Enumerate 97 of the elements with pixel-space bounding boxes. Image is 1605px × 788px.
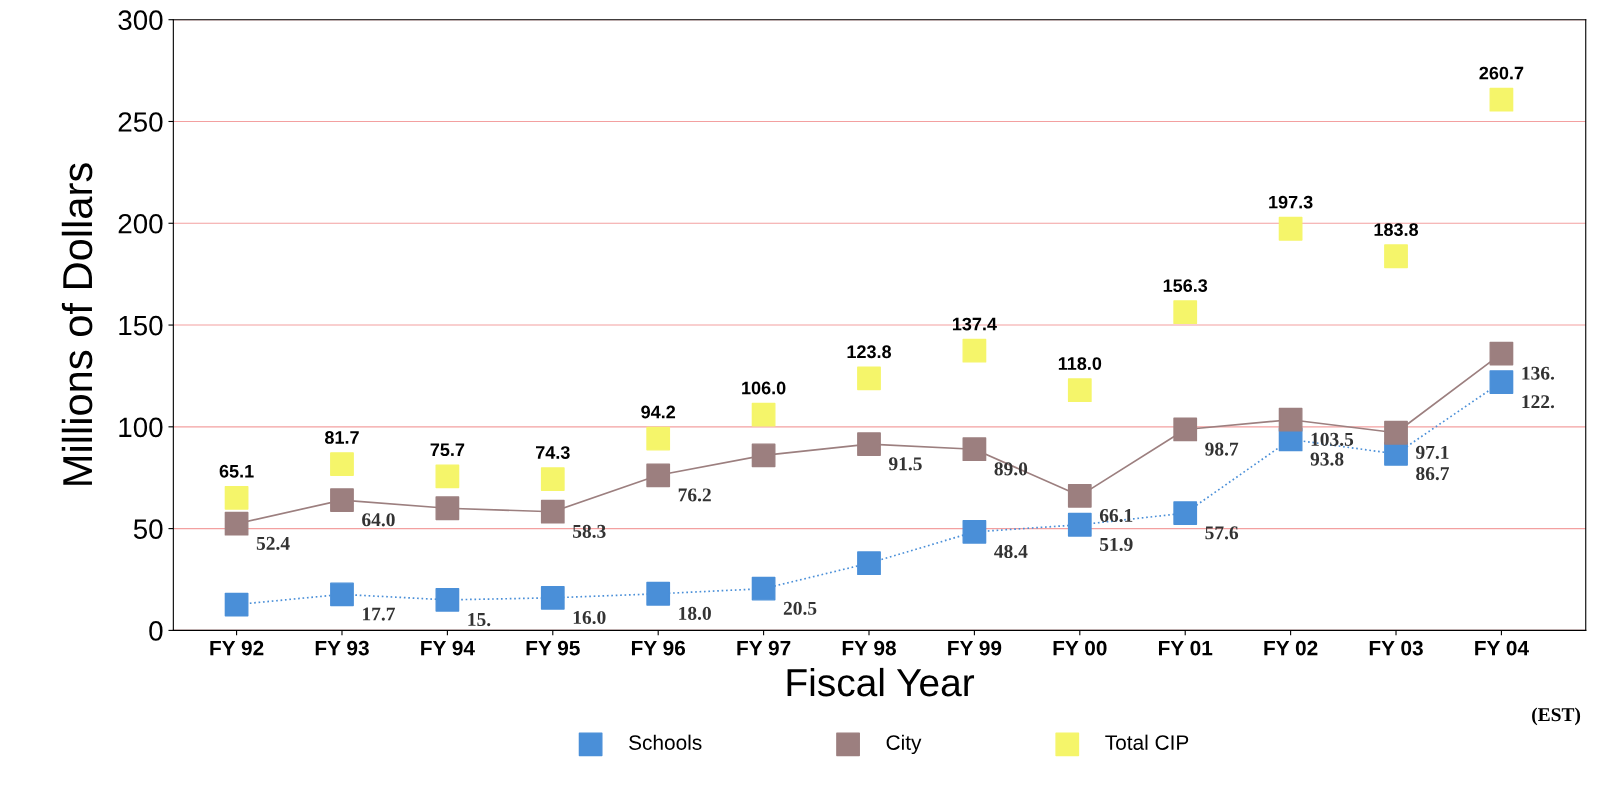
data-label: 122. [1522,395,1555,409]
x-tick-label: FY 03 [1369,640,1423,656]
x-tick-label: FY 96 [631,640,686,656]
data-label: 97.1 [1415,445,1449,460]
data-label: 81.7 [324,431,359,444]
data-label: 91.5 [888,457,922,471]
data-label: 106.0 [742,381,786,395]
data-label: 17.7 [362,607,395,621]
point [540,585,565,610]
data-label: 94.2 [641,405,676,419]
x-tick-label: FY 92 [210,640,264,656]
point [1489,87,1514,112]
data-label: 48.4 [994,544,1028,559]
point [1173,300,1198,325]
point [224,592,249,617]
y-tick-label: 300 [118,10,163,31]
point [751,402,776,427]
point [435,496,460,521]
x-tick-label: FY 04 [1475,640,1529,656]
data-label: 156.3 [1163,279,1208,293]
point [1278,216,1303,241]
point [330,488,354,513]
point [1384,244,1408,269]
data-label: 136. [1522,366,1555,380]
x-tick-label: FY 97 [737,640,791,656]
data-label: 76.2 [678,488,711,502]
data-label: 197.3 [1269,195,1313,209]
data-label: 86.7 [1416,466,1450,481]
point [435,587,460,612]
data-label: 15. [468,613,491,627]
data-label: 118.0 [1058,357,1102,370]
data-label: 66.1 [1099,508,1133,523]
legend-label: Schools [629,734,702,750]
point [962,519,987,544]
y-tick-label: 250 [118,112,163,132]
point [857,551,881,576]
point [1278,407,1303,432]
point [751,443,776,468]
data-label: 103.5 [1311,432,1354,446]
data-label: 137.4 [952,317,997,331]
data-label: 183.8 [1374,223,1419,237]
point [540,467,565,492]
x-tick-label: FY 95 [526,640,580,656]
point [962,338,987,363]
point [1173,417,1198,442]
data-label: 93.8 [1310,452,1344,466]
legend-label: City [886,734,922,755]
y-axis-title: Millions of Dollars [61,163,93,485]
text: (EST) [1532,707,1581,726]
x-tick-label: FY 94 [421,640,475,656]
point [330,582,354,607]
x-tick-label: FY 93 [315,640,369,656]
legend-label: Total CIP [1105,734,1189,750]
data-label: 20.5 [783,601,817,615]
point [1489,341,1514,366]
data-label: 74.3 [536,446,570,459]
data-label: 16.0 [573,610,606,625]
point [540,499,565,524]
data-label: 18.0 [679,606,711,621]
point [646,426,671,451]
y-tick-label: 200 [118,213,163,234]
x-tick-label: FY 99 [948,640,1002,656]
point [857,432,881,457]
y-tick-label: 0 [149,621,163,641]
y-tick-label: 50 [133,519,163,539]
data-label: 75.7 [430,443,465,457]
point [962,437,987,462]
data-label: 52.4 [256,536,290,550]
point [224,511,249,536]
point [1067,483,1092,508]
x-axis-title: Fiscal Year [787,667,975,697]
point [224,485,249,510]
x-tick-label: FY 02 [1264,640,1318,656]
x-tick-label: FY 01 [1158,640,1213,656]
data-label: 58.3 [573,524,606,538]
point [857,366,881,391]
point [1384,420,1408,445]
y-tick-label: 100 [119,417,163,438]
x-tick-label: FY 98 [842,640,896,656]
point [646,581,671,606]
point [330,452,354,476]
data-label: 260.7 [1479,66,1524,80]
point [751,576,776,601]
data-label: 64.0 [362,513,395,527]
point [435,464,460,489]
data-label: 123.8 [847,345,892,359]
point [1067,512,1092,537]
data-label: 98.7 [1205,442,1239,456]
x-tick-label: FY 00 [1053,640,1107,656]
data-label: 57.6 [1205,526,1239,540]
point [1067,378,1092,403]
data-label: 65.1 [219,464,254,478]
point [646,463,671,488]
point [1489,370,1514,394]
y-tick-label: 150 [119,315,163,336]
point [1173,501,1198,526]
data-label: 51.9 [1100,537,1133,552]
